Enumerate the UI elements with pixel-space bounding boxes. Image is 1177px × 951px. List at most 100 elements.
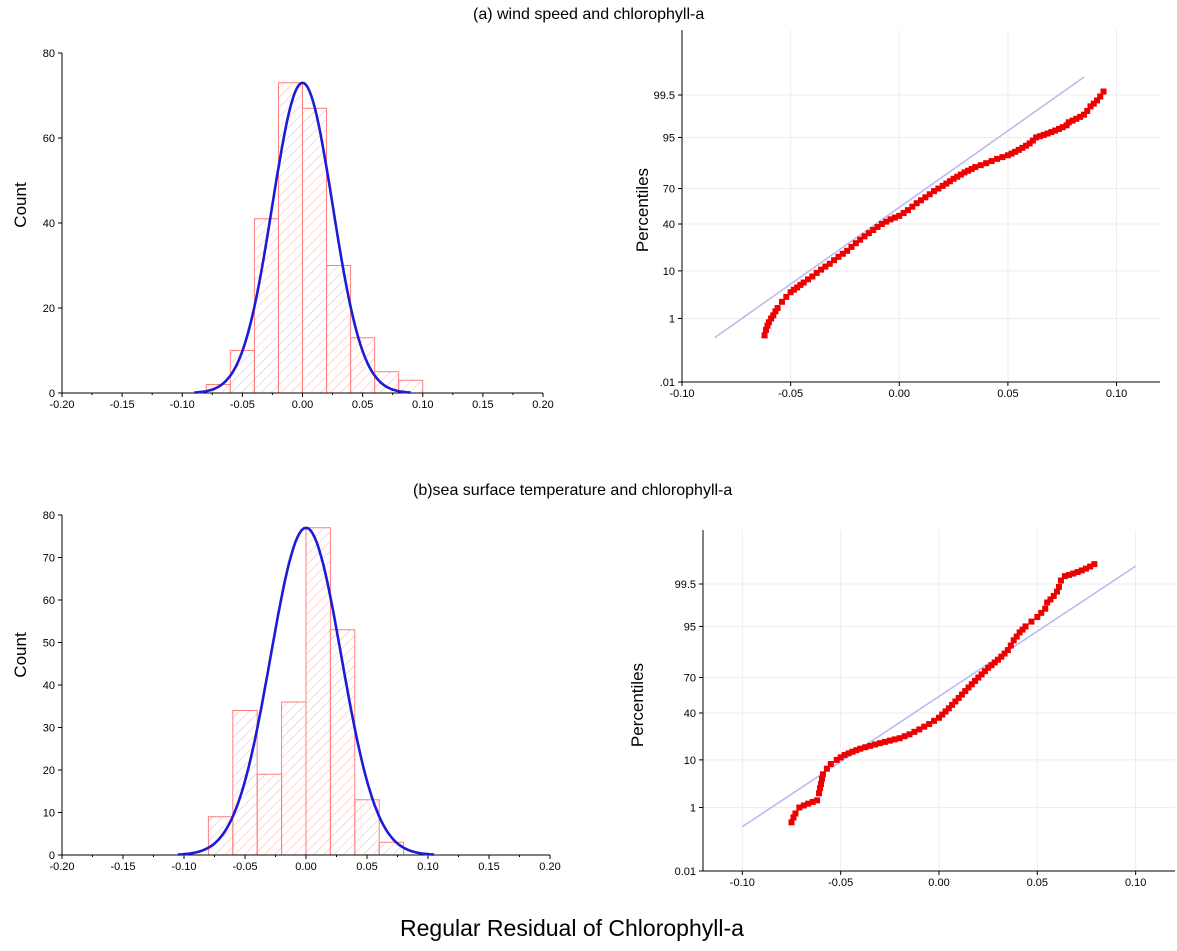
data-point bbox=[896, 735, 903, 742]
y-tick-label: 60 bbox=[43, 595, 55, 607]
data-point bbox=[826, 260, 833, 267]
x-tick-label: -0.10 bbox=[171, 861, 196, 873]
data-point bbox=[835, 253, 842, 260]
data-point bbox=[1057, 577, 1064, 584]
data-point bbox=[765, 319, 772, 326]
y-tick-label: 99.5 bbox=[654, 90, 675, 102]
data-point bbox=[1010, 637, 1017, 644]
data-point bbox=[848, 243, 855, 250]
x-tick-label: -0.15 bbox=[110, 861, 135, 873]
data-point bbox=[968, 681, 975, 688]
histogram-bar bbox=[305, 527, 331, 856]
data-point bbox=[931, 717, 938, 724]
x-tick-label: 0.15 bbox=[478, 861, 499, 873]
data-point bbox=[867, 742, 874, 749]
y-tick-label: 10 bbox=[663, 266, 675, 278]
data-point bbox=[1052, 127, 1059, 134]
data-point bbox=[1090, 100, 1097, 107]
data-point bbox=[1004, 152, 1011, 159]
data-point bbox=[972, 164, 979, 171]
data-point bbox=[906, 731, 913, 738]
data-point bbox=[995, 656, 1001, 663]
data-point bbox=[865, 230, 872, 237]
x-tick-label: 0.05 bbox=[356, 861, 377, 873]
data-point bbox=[1077, 113, 1084, 120]
x-tick-label: 0.20 bbox=[539, 861, 560, 873]
data-point bbox=[983, 160, 990, 167]
data-point bbox=[975, 674, 982, 681]
data-point bbox=[985, 664, 992, 671]
data-point bbox=[943, 180, 950, 187]
data-point bbox=[853, 747, 860, 754]
y-tick-label: 0.01 bbox=[675, 866, 696, 878]
data-point bbox=[1038, 609, 1045, 616]
data-point bbox=[901, 733, 908, 740]
data-point bbox=[988, 662, 995, 669]
data-point bbox=[877, 740, 883, 747]
data-point bbox=[1070, 570, 1077, 577]
data-point bbox=[886, 737, 893, 744]
data-point bbox=[805, 276, 812, 283]
data-point bbox=[935, 185, 942, 192]
y-axis-label: Percentiles bbox=[628, 663, 647, 747]
data-point bbox=[1007, 642, 1014, 649]
data-point bbox=[916, 726, 923, 733]
y-tick-label: 20 bbox=[43, 303, 55, 315]
data-point bbox=[1074, 569, 1081, 576]
data-point bbox=[790, 286, 797, 293]
probability-plot-a: -0.10 -0.05 0.00 0.05 0.10 .01 1 10 40 70 95 99.5 Pe… bbox=[633, 30, 1160, 400]
data-point bbox=[1059, 124, 1066, 131]
x-tick-label: -0.10 bbox=[170, 399, 195, 411]
data-point bbox=[761, 332, 768, 339]
data-point bbox=[1082, 565, 1089, 572]
reference-line bbox=[741, 565, 1137, 828]
y-axis-label: Percentiles bbox=[633, 168, 652, 252]
data-point bbox=[787, 289, 794, 296]
data-point bbox=[1080, 111, 1087, 118]
data-point bbox=[991, 659, 998, 666]
y-tick-label: 99.5 bbox=[675, 579, 696, 591]
data-point bbox=[768, 315, 775, 322]
data-point bbox=[852, 240, 859, 247]
data-point bbox=[1063, 122, 1070, 129]
data-point bbox=[800, 802, 807, 809]
data-point bbox=[809, 273, 816, 280]
x-tick-label: 0.20 bbox=[532, 399, 553, 411]
data-point bbox=[874, 223, 881, 230]
y-tick-label: 95 bbox=[663, 132, 675, 144]
data-point bbox=[819, 771, 826, 778]
y-tick-label: 10 bbox=[43, 808, 55, 820]
data-point bbox=[797, 281, 804, 288]
data-point bbox=[965, 167, 972, 174]
data-point bbox=[999, 154, 1006, 161]
data-point bbox=[913, 200, 920, 207]
data-point bbox=[823, 765, 830, 772]
y-tick-label: .01 bbox=[660, 377, 675, 389]
data-point bbox=[796, 804, 803, 811]
y-tick-label: 60 bbox=[43, 133, 55, 145]
reference-line bbox=[714, 76, 1085, 339]
data-point bbox=[926, 721, 933, 728]
x-tick-label: -0.10 bbox=[669, 388, 694, 400]
data-point bbox=[870, 227, 877, 234]
data-point bbox=[772, 308, 779, 315]
data-point bbox=[841, 752, 848, 759]
data-point bbox=[952, 698, 959, 705]
y-axis-label: Count bbox=[11, 182, 30, 228]
data-point bbox=[1087, 563, 1094, 570]
y-tick-label: 40 bbox=[43, 680, 55, 692]
data-point bbox=[994, 155, 1001, 162]
x-tick-label: -0.10 bbox=[730, 877, 755, 889]
x-tick-label: 0.15 bbox=[472, 399, 493, 411]
data-point bbox=[988, 158, 995, 165]
data-point bbox=[861, 233, 868, 240]
data-point bbox=[936, 714, 942, 721]
data-point bbox=[764, 322, 771, 329]
data-point bbox=[977, 162, 984, 169]
data-point bbox=[1061, 573, 1068, 580]
data-point bbox=[896, 212, 903, 219]
y-tick-label: 0 bbox=[49, 388, 55, 400]
data-point bbox=[1036, 133, 1043, 140]
data-point bbox=[881, 738, 888, 745]
data-point bbox=[1048, 129, 1055, 136]
